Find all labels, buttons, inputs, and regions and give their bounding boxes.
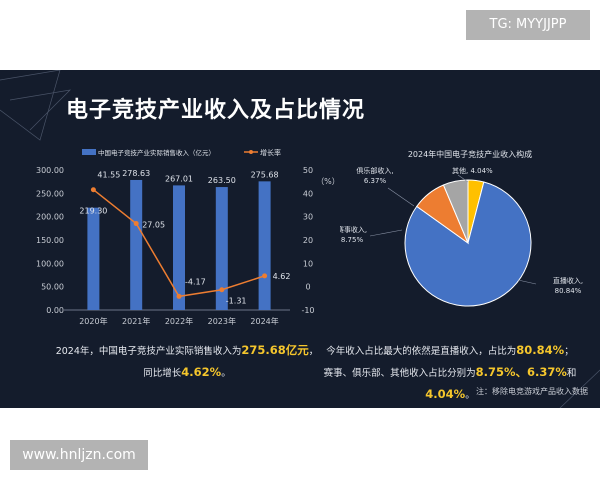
bar (258, 181, 271, 310)
y-tick-label: 50.00 (41, 283, 64, 292)
pie-label: 8.75% (341, 236, 364, 244)
pie-label: 直播收入, (553, 276, 583, 285)
pie-label: 赛事收入, (340, 225, 367, 234)
highlight-growth: 4.62% (181, 365, 222, 379)
line-data-label: 27.05 (142, 221, 165, 230)
pie-label: 80.84% (555, 287, 582, 295)
infographic-panel: 电子竞技产业收入及占比情况 0.00 50.00 100.00 150.00 200.0… (0, 70, 600, 408)
decor-lines (0, 70, 600, 408)
highlight-revenue: 275.68亿元 (241, 343, 309, 357)
highlight-share: 80.84% (516, 343, 565, 357)
y2-tick-label: 30 (303, 213, 313, 222)
summary-text: ， (308, 346, 319, 357)
bar-data-label: 267.01 (165, 174, 193, 183)
leader-line (457, 174, 469, 183)
y-tick-label: 250.00 (36, 189, 64, 198)
bar (173, 185, 185, 310)
pie-slice (442, 179, 469, 244)
line-data-label: -4.17 (185, 277, 206, 286)
growth-point (262, 273, 268, 279)
leader-line (387, 187, 415, 207)
legend-bar-label: 中国电子竞技产业实际销售收入（亿元） (98, 148, 215, 157)
y2-tick-label: 40 (303, 189, 313, 198)
summary-text: ； (564, 346, 574, 357)
watermark-top: TG: MYYJJPP (466, 10, 590, 40)
pie-label: 6.37% (364, 177, 387, 185)
y-tick-label: 200.00 (36, 213, 64, 222)
summary-text: 赛事、俱乐部、其他收入占比分别为 (323, 368, 476, 379)
summary-text: 2024年，中国电子竞技产业实际销售收入为 (55, 346, 242, 357)
x-tick-label: 2022年 (165, 316, 193, 326)
bar (130, 179, 143, 310)
pie-label: 其他, 4.04% (452, 166, 493, 175)
summary-text: 和 (566, 368, 577, 379)
summary-text: 同比增长 (143, 368, 182, 379)
bar-data-label: 275.68 (251, 170, 279, 179)
page-title: 电子竞技产业收入及占比情况 (66, 98, 366, 123)
legend-line-marker (249, 150, 253, 154)
x-tick-label: 2021年 (122, 316, 150, 326)
bar (87, 207, 100, 310)
legend-bar-swatch (82, 149, 96, 155)
line-data-label: 41.55 (97, 171, 120, 180)
bar-data-label: 219.30 (79, 207, 107, 216)
pie-label: 俱乐部收入, (356, 166, 393, 175)
watermark-bottom: www.hnljzn.com (10, 440, 148, 470)
highlight-share: 8.75%、6.37% (475, 365, 567, 379)
growth-point (133, 221, 139, 227)
summary-text: 。 (465, 390, 475, 401)
line-data-label: -1.31 (226, 297, 247, 306)
footnote: 注：移除电竞游戏产品收入数据 (476, 387, 588, 396)
y2-tick-label: 0 (305, 283, 310, 292)
y2-tick-label: 20 (303, 236, 313, 245)
bar-data-label: 278.63 (122, 169, 150, 178)
growth-point (176, 293, 182, 299)
y-tick-label: 300.00 (36, 166, 64, 175)
y2-tick-label: 10 (303, 259, 313, 268)
y2-axis-label: （%） (316, 177, 340, 186)
summary-left: 2024年，中国电子竞技产业实际销售收入为275.68亿元， 同比增长4.62%… (52, 340, 322, 384)
y2-tick-label: 50 (303, 166, 313, 175)
summary-text: 今年收入占比最大的依然是直播收入，占比为 (326, 346, 517, 357)
summary-right: 今年收入占比最大的依然是直播收入，占比为80.84%； 赛事、俱乐部、其他收入占… (305, 340, 595, 406)
pie-slice (404, 181, 532, 307)
bar (215, 187, 228, 310)
pie-title: 2024年中国电子竞技产业收入构成 (408, 149, 532, 159)
leader-line (369, 229, 403, 237)
growth-point (90, 187, 96, 193)
highlight-share: 4.04% (425, 387, 466, 401)
line-data-label: 4.62 (273, 272, 291, 281)
bar-line-chart: 0.00 50.00 100.00 150.00 200.00 250.00 300.00 -… (36, 148, 340, 326)
y-tick-label: 0.00 (46, 306, 64, 315)
legend-line-label: 增长率 (260, 148, 281, 157)
bar-data-label: 263.50 (208, 176, 236, 185)
y-tick-label: 150.00 (36, 236, 64, 245)
x-tick-label: 2020年 (79, 316, 107, 326)
y-tick-label: 100.00 (36, 259, 64, 268)
y2-tick-label: -10 (301, 306, 314, 315)
leader-line (517, 279, 537, 285)
summary-text: 。 (221, 368, 231, 379)
x-tick-label: 2023年 (208, 316, 236, 326)
growth-point (219, 287, 225, 293)
x-tick-label: 2024年 (250, 316, 278, 326)
